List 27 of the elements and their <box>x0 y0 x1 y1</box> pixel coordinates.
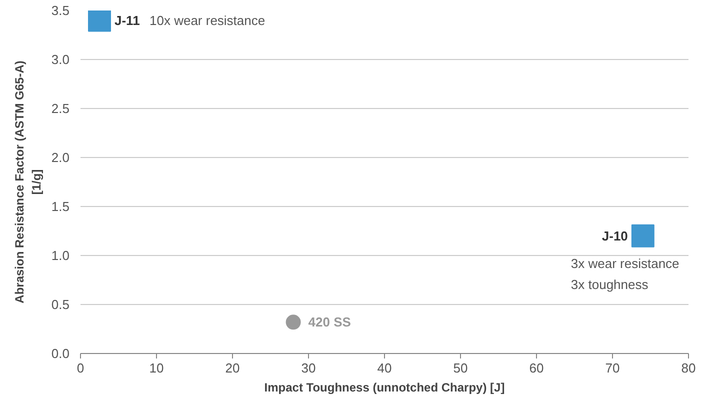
x-tick-label: 10 <box>149 360 164 376</box>
y-tick-label: 1.0 <box>51 248 70 263</box>
x-tick-label: 40 <box>377 360 392 376</box>
y-tick-label: 3.0 <box>51 52 70 67</box>
x-tick-label: 50 <box>453 360 468 376</box>
y-axis-title: Abrasion Resistance Factor (ASTM G65-A) [1/g] <box>12 60 44 304</box>
annotation: 3x wear resistance 3x toughness <box>570 256 680 292</box>
series-label: J-10 <box>602 228 628 244</box>
x-tick-label: 80 <box>681 360 696 376</box>
y-tick-label: 1.5 <box>51 199 70 214</box>
y-tick-label: 3.5 <box>51 3 70 18</box>
x-tick-label: 30 <box>301 360 316 376</box>
x-tick-label: 20 <box>225 360 240 376</box>
y-tick-label: 0.0 <box>51 346 70 361</box>
x-axis-title: Impact Toughness (unnotched Charpy) [J] <box>264 380 505 394</box>
annotation: 10x wear resistance <box>150 12 266 28</box>
x-tick-label: 60 <box>529 360 544 376</box>
series-label: J-11 <box>114 12 140 28</box>
y-tick-label: 2.5 <box>51 101 70 116</box>
series-label: 420 SS <box>308 314 352 330</box>
y-tick-label: 2.0 <box>51 150 70 165</box>
point <box>286 314 301 330</box>
y-tick-label: 0.5 <box>51 297 70 312</box>
x-tick-label: 0 <box>76 360 84 376</box>
x-tick-label: 70 <box>605 360 620 376</box>
point <box>631 224 654 248</box>
point <box>88 10 111 32</box>
